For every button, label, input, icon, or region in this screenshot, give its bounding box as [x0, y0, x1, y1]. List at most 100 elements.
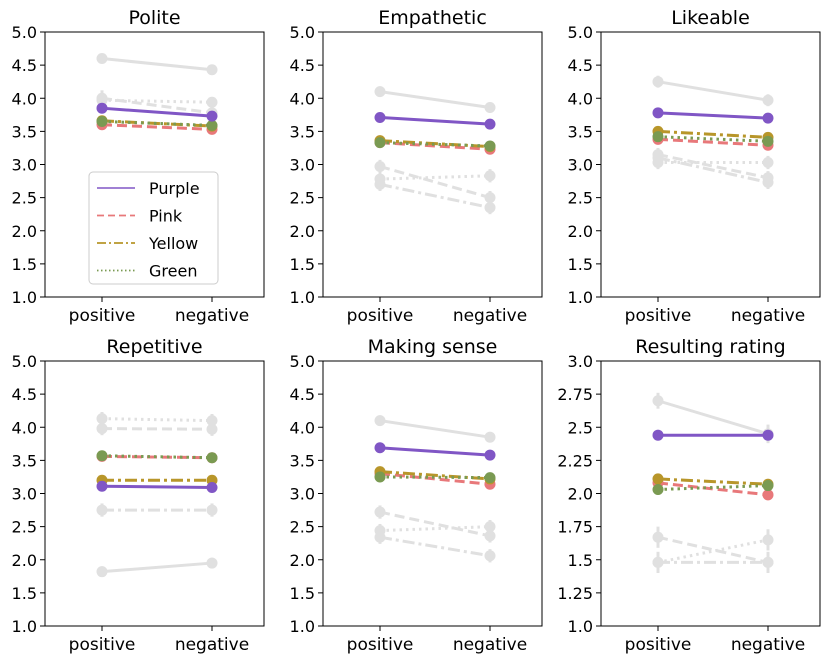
y-tick-label: 1.5 — [568, 551, 593, 570]
y-tick-label: 4.5 — [568, 56, 593, 75]
background-series — [96, 421, 218, 436]
background-series — [652, 529, 774, 573]
data-point — [374, 111, 386, 123]
panel-title: Polite — [128, 7, 180, 29]
data-point — [652, 473, 664, 485]
y-tick-label: 4.0 — [290, 89, 315, 108]
background-series — [374, 505, 496, 543]
background-series — [96, 557, 218, 578]
x-tick-label: negative — [453, 306, 527, 326]
data-point — [762, 489, 774, 501]
y-tick-label: 2.5 — [290, 189, 315, 208]
data-point — [206, 504, 218, 516]
y-tick-label: 2.25 — [557, 451, 593, 470]
data-point — [96, 504, 108, 516]
series-line — [379, 182, 491, 210]
panel-likeable: Likeable 1.0 1.5 2.0 2.5 3.0 3.5 4.0 4.5 5.0 posit… — [568, 7, 821, 326]
series-line — [657, 535, 769, 564]
data-point — [652, 107, 664, 119]
series-line — [101, 454, 213, 460]
series-line — [379, 141, 491, 148]
y-tick-label: 3.5 — [568, 122, 593, 141]
x-tick-label: negative — [731, 635, 805, 655]
data-point — [96, 115, 108, 127]
data-point — [484, 431, 496, 443]
data-point — [374, 160, 386, 172]
y-tick-label: 3.0 — [568, 156, 593, 175]
data-point — [96, 53, 108, 64]
data-point — [206, 64, 218, 76]
series-green — [374, 137, 496, 152]
y-tick-label: 2.5 — [568, 418, 593, 437]
panel-title: Likeable — [671, 7, 750, 29]
data-point — [484, 118, 496, 130]
data-point — [484, 472, 496, 484]
legend: Purple Pink Yellow Green — [88, 171, 219, 285]
series-line — [379, 174, 491, 181]
axes-frame — [44, 360, 265, 627]
data-point — [762, 556, 774, 568]
axes-frame — [44, 31, 265, 298]
data-point — [484, 202, 496, 214]
legend-label-yellow: Yellow — [148, 234, 198, 253]
data-point — [96, 480, 108, 492]
series-line — [379, 139, 491, 149]
y-tick-label: 1.5 — [12, 255, 37, 274]
data-point — [206, 423, 218, 435]
background-series — [96, 503, 218, 517]
y-tick-label: 2.0 — [12, 222, 37, 241]
series-yellow — [96, 474, 218, 486]
y-tick-label: 1.0 — [290, 617, 315, 636]
data-point — [374, 415, 386, 427]
data-point — [652, 556, 664, 568]
background-series — [374, 177, 496, 215]
x-tick-label: positive — [69, 635, 136, 655]
data-point — [762, 157, 774, 169]
y-tick-label: 3.0 — [12, 485, 37, 504]
axes-frame — [600, 360, 821, 627]
data-point — [652, 531, 664, 543]
y-tick-label: 1.0 — [568, 617, 593, 636]
x-tick-label: positive — [347, 635, 414, 655]
data-point — [374, 178, 386, 190]
y-tick-label: 4.5 — [12, 385, 37, 404]
data-point — [652, 395, 664, 407]
legend-box — [88, 171, 219, 285]
series-line — [379, 510, 491, 538]
series-line — [101, 561, 213, 574]
series-line — [101, 98, 213, 104]
y-tick-label: 1.0 — [12, 288, 37, 307]
y-tick-label: 1.0 — [290, 288, 315, 307]
background-series — [374, 159, 496, 205]
data-point — [206, 452, 218, 464]
data-point — [206, 119, 218, 131]
data-point — [484, 102, 496, 114]
y-tick-label: 1.5 — [12, 584, 37, 603]
series-line — [101, 454, 213, 460]
background-series — [652, 526, 774, 573]
data-point — [96, 450, 108, 462]
data-point — [206, 110, 218, 122]
y-tick-label: 2.5 — [12, 189, 37, 208]
y-tick-label: 5.0 — [12, 23, 37, 42]
background-series — [652, 554, 774, 571]
data-point — [762, 135, 774, 147]
series-line — [379, 525, 491, 533]
data-point — [762, 480, 774, 492]
series-line — [657, 135, 769, 143]
background-series — [374, 86, 496, 114]
axes-frame — [600, 31, 821, 298]
data-point — [374, 471, 386, 483]
series-line — [101, 119, 213, 128]
series-line — [379, 165, 491, 200]
background-series — [652, 151, 774, 190]
series-line — [657, 484, 769, 492]
y-tick-label: 3.0 — [290, 485, 315, 504]
series-green — [652, 131, 774, 147]
x-tick-label: negative — [175, 635, 249, 655]
y-tick-label: 5.0 — [290, 352, 315, 371]
series-line — [657, 153, 769, 180]
y-tick-label: 3.0 — [568, 352, 593, 371]
x-tick-label: positive — [347, 306, 414, 326]
